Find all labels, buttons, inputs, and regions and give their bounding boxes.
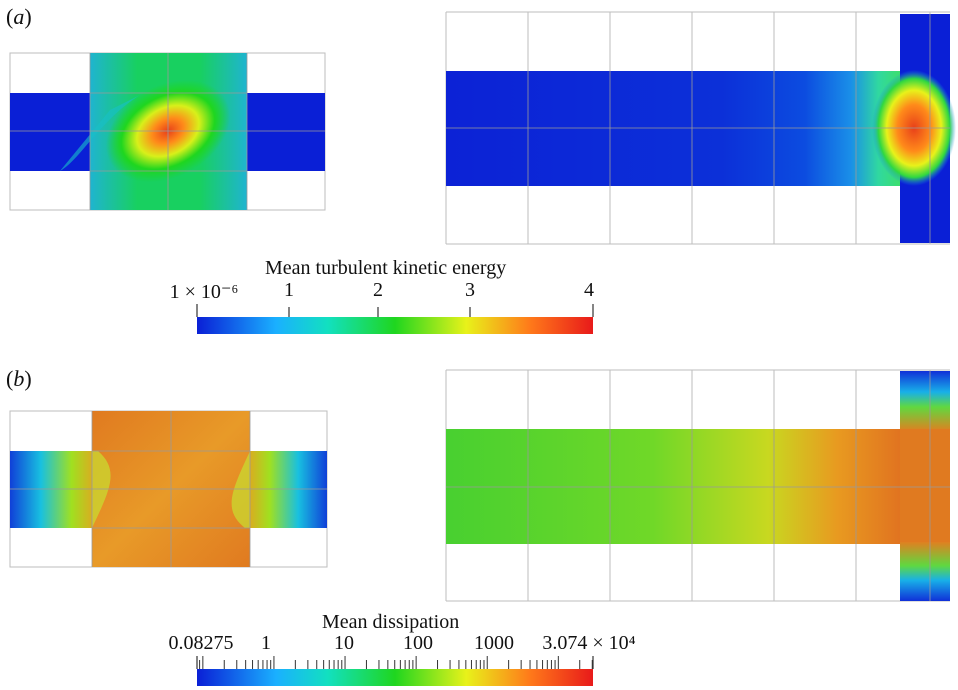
colorbar-b-tick-label: 0.08275 xyxy=(168,632,234,654)
panel-b-left-domain xyxy=(9,410,328,568)
colorbar-a-tick-label: 4 xyxy=(584,279,594,301)
panel-a-left-domain xyxy=(9,52,326,211)
colorbar-b-tick-label: 10 xyxy=(334,632,354,654)
colorbar-b-title: Mean dissipation xyxy=(322,611,460,633)
panel-b-right-domain xyxy=(445,369,950,602)
pipe-section xyxy=(446,429,906,544)
colorbar-a-tick-label: 1 xyxy=(284,279,294,301)
colorbar-b xyxy=(196,656,594,686)
panel-b-label: (b) xyxy=(6,366,32,391)
colorbar-a-title: Mean turbulent kinetic energy xyxy=(265,257,507,279)
colorbar-b-tick-label: 1000 xyxy=(474,632,514,654)
shear-band xyxy=(60,95,140,171)
colorbar-a-gradient xyxy=(197,317,593,334)
colorbar-b-tick-label: 3.074 × 10⁴ xyxy=(542,632,636,654)
colorbar-a-tick-label: 2 xyxy=(373,279,383,301)
colorbar-a-tick-label: 1 × 10⁻⁶ xyxy=(169,281,239,303)
outlet-center xyxy=(900,429,950,544)
colorbar-b-minor-ticks xyxy=(199,656,593,669)
outlet-bottom xyxy=(900,542,950,601)
colorbar-b-tick-label: 1 xyxy=(261,632,271,654)
panel-a-right-domain xyxy=(445,11,956,245)
left-inlet-arm xyxy=(10,451,98,528)
outlet-top xyxy=(900,371,950,431)
colorbar-b-gradient xyxy=(197,669,593,686)
pipe-section xyxy=(446,71,906,186)
colorbar-b-tick-label: 100 xyxy=(403,632,433,654)
colorbar-a-tick-label: 3 xyxy=(465,279,475,301)
colorbar-a xyxy=(196,304,594,334)
panel-a-label: (a) xyxy=(6,4,32,29)
right-outlet-arm xyxy=(245,451,327,528)
